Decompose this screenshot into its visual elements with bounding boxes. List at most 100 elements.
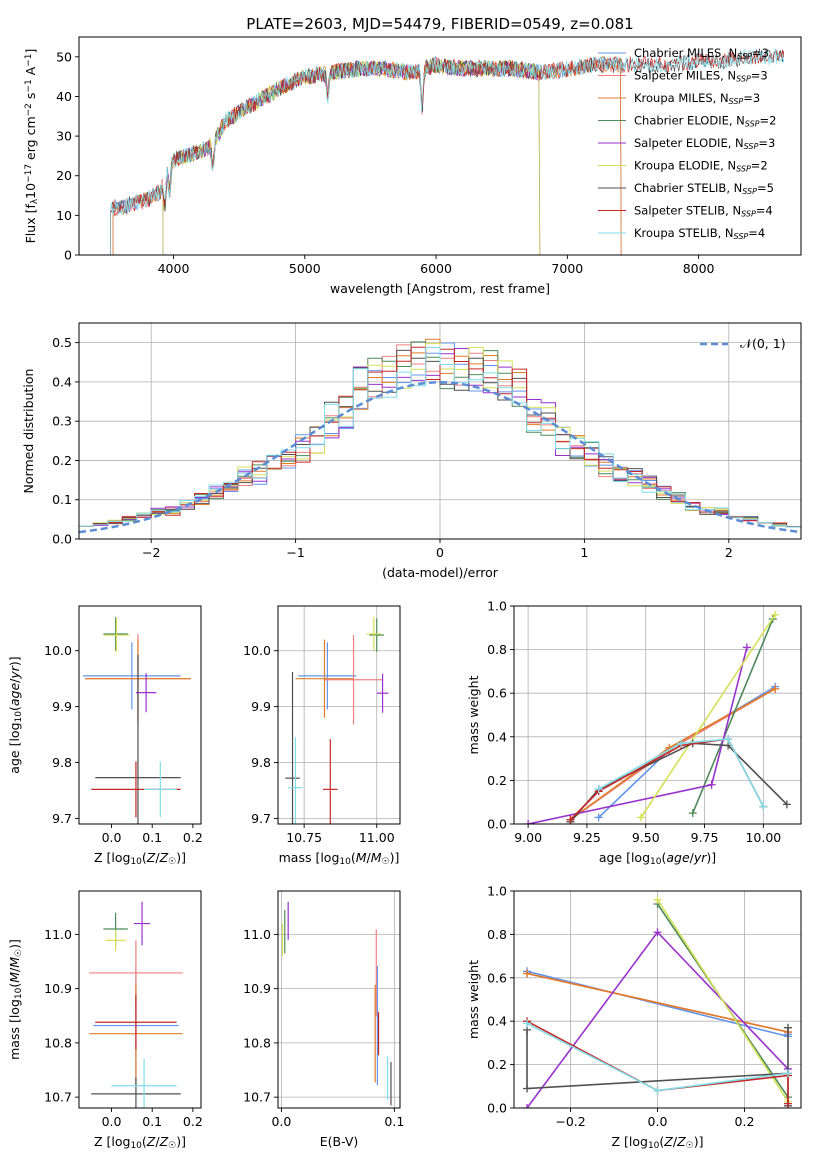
plot-area bbox=[523, 895, 792, 1108]
x-tick-label: 0.1 bbox=[142, 830, 162, 845]
y-tick-label: 0.4 bbox=[487, 729, 507, 744]
x-tick-label: 1 bbox=[580, 545, 588, 560]
y-tick-label: 10.7 bbox=[44, 1090, 72, 1105]
axes-frame bbox=[78, 36, 802, 256]
plot-area bbox=[285, 617, 389, 824]
plot-area bbox=[83, 617, 191, 824]
legend-label: Salpeter MILES, NSSP=3 bbox=[634, 69, 768, 84]
x-axis-label: E(B-V) bbox=[320, 1134, 359, 1149]
weight-marker bbox=[653, 895, 662, 904]
y-axis-label: age [log10(age/yr)] bbox=[7, 656, 24, 773]
x-axis-label: wavelength [Angstrom, rest frame] bbox=[330, 281, 550, 296]
panel-mass_vs_Z: 0.0 0.1 0.2 10.7 10.8 10.9 11.0 Z [log10(Z/Z☉)]… bbox=[7, 890, 203, 1151]
x-tick-label: 0.2 bbox=[183, 1114, 203, 1129]
plot-background bbox=[278, 891, 400, 1108]
weight-marker bbox=[523, 1084, 532, 1093]
panel-weight_vs_Z: −0.2 0.0 0.2 0.0 0.2 0.4 0.6 0.8 1.0 Z [log10(Z/Z… bbox=[466, 884, 802, 1151]
spectrum-kroupa-stelib bbox=[110, 48, 785, 255]
weight-line-kroupa-stelib bbox=[598, 738, 765, 807]
y-tick-label: 10.0 bbox=[243, 643, 271, 658]
y-tick-label: 0.2 bbox=[487, 773, 507, 788]
weight-marker bbox=[566, 815, 575, 824]
panel-mass_vs_ebv: 0.0 0.1 10.7 10.8 10.9 11.0 E(B-V) bbox=[243, 890, 404, 1149]
weight-marker bbox=[783, 1023, 792, 1032]
plot-background bbox=[278, 606, 400, 824]
y-tick-label: 0.4 bbox=[487, 1014, 507, 1029]
weight-marker bbox=[742, 643, 751, 652]
panel-residuals: −2 −1 0 1 2 0.0 0.1 0.2 0.3 0.4 0.5 (data-model)/er… bbox=[21, 322, 802, 580]
legend-label: Chabrier MILES, NSSP=3 bbox=[634, 46, 769, 61]
x-tick-label: 0 bbox=[436, 545, 444, 560]
x-axis-label: Z [log10(Z/Z☉)] bbox=[94, 1134, 186, 1151]
errorbar-chabrier-stelib bbox=[95, 654, 181, 824]
weight-marker bbox=[523, 1104, 532, 1108]
y-tick-label: 11.0 bbox=[44, 927, 72, 942]
x-tick-label: 0.2 bbox=[735, 1114, 755, 1129]
errorbar-salpeter-elodie bbox=[133, 901, 151, 946]
axes-frame bbox=[78, 605, 202, 825]
errorbar-chabrier-elodie bbox=[369, 618, 385, 652]
x-tick-label: 2 bbox=[725, 545, 733, 560]
weight-marker bbox=[783, 1069, 792, 1078]
errorbar-chabrier-elodie bbox=[103, 617, 128, 651]
weight-marker bbox=[594, 813, 603, 822]
y-axis-label: mass weight bbox=[466, 960, 481, 1039]
errorbar-salpeter-elodie bbox=[135, 673, 157, 713]
weight-marker bbox=[771, 684, 780, 693]
y-tick-label: 10.8 bbox=[243, 1035, 271, 1050]
axes-frame bbox=[513, 605, 802, 825]
y-tick-label: 9.9 bbox=[52, 699, 72, 714]
y-tick-label: 9.8 bbox=[52, 755, 72, 770]
weight-marker bbox=[523, 1019, 532, 1028]
legend: Chabrier MILES, NSSP=3 Salpeter MILES, NS… bbox=[598, 46, 776, 241]
legend-label: Salpeter STELIB, NSSP=4 bbox=[634, 204, 773, 219]
weight-marker bbox=[523, 969, 532, 978]
y-axis-label: Flux [fλ10−17 erg cm−2 s−1 A−1] bbox=[23, 49, 40, 244]
y-tick-label: 10.7 bbox=[243, 1090, 271, 1105]
y-tick-label: 50 bbox=[56, 49, 72, 64]
x-tick-label: 4000 bbox=[158, 261, 190, 276]
y-tick-label: 1.0 bbox=[487, 599, 507, 614]
y-tick-label: 0.2 bbox=[52, 453, 72, 468]
panel-age_vs_mass: 10.75 11.00 9.7 9.8 9.9 10.0 mass [log10(M/M☉)… bbox=[243, 605, 401, 867]
y-tick-label: 20 bbox=[56, 168, 72, 183]
y-tick-label: 0.6 bbox=[487, 686, 507, 701]
weight-marker bbox=[677, 739, 686, 748]
errorbar-kroupa-elodie bbox=[366, 617, 382, 651]
errorbar-chabrier-miles bbox=[298, 642, 357, 710]
plot-area bbox=[524, 610, 791, 824]
errorbar-kroupa-stelib bbox=[144, 761, 177, 818]
y-tick-label: 40 bbox=[56, 89, 72, 104]
errorbar-salpeter-miles bbox=[324, 635, 383, 725]
axes-frame bbox=[277, 605, 401, 825]
weight-line-salpeter-stelib bbox=[526, 1020, 789, 1104]
errorbar-kroupa-elodie bbox=[103, 618, 130, 652]
weight-marker bbox=[724, 734, 733, 743]
x-tick-label: 11.00 bbox=[359, 830, 395, 845]
errorbar-salpeter-elodie bbox=[376, 673, 389, 713]
y-tick-label: 0.8 bbox=[487, 642, 507, 657]
plot-area bbox=[89, 901, 183, 1108]
x-tick-label: 0.0 bbox=[102, 830, 122, 845]
axes-frame bbox=[78, 890, 202, 1109]
panel-age_vs_Z: 0.0 0.1 0.2 9.7 9.8 9.9 10.0 Z [log10(Z/Z☉)] age… bbox=[7, 605, 203, 867]
errorbar-salpeter-stelib bbox=[95, 995, 177, 1050]
y-tick-label: 11.0 bbox=[243, 927, 271, 942]
weight-marker bbox=[759, 802, 768, 811]
legend-label: Chabrier STELIB, NSSP=5 bbox=[634, 181, 774, 196]
y-tick-label: 10.9 bbox=[44, 981, 72, 996]
weight-marker bbox=[637, 813, 646, 822]
y-tick-label: 10 bbox=[56, 208, 72, 223]
x-tick-label: 9.50 bbox=[632, 830, 660, 845]
y-tick-label: 0.1 bbox=[52, 492, 72, 507]
plot-area bbox=[281, 901, 392, 1106]
y-tick-label: 1.0 bbox=[487, 884, 507, 899]
y-tick-label: 30 bbox=[56, 129, 72, 144]
errorbar-chabrier-miles bbox=[83, 642, 181, 710]
histogram-kroupa-stelib bbox=[79, 347, 801, 528]
panel-weight_vs_age: 9.00 9.25 9.50 9.75 10.00 0.0 0.2 0.4 0.6 0.8 1.0 a… bbox=[466, 599, 802, 867]
y-axis-label: mass weight bbox=[466, 675, 481, 754]
weight-line-kroupa-elodie bbox=[640, 614, 776, 818]
legend-label: Chabrier ELODIE, NSSP=2 bbox=[634, 114, 776, 129]
weight-line-chabrier-elodie bbox=[692, 618, 774, 814]
